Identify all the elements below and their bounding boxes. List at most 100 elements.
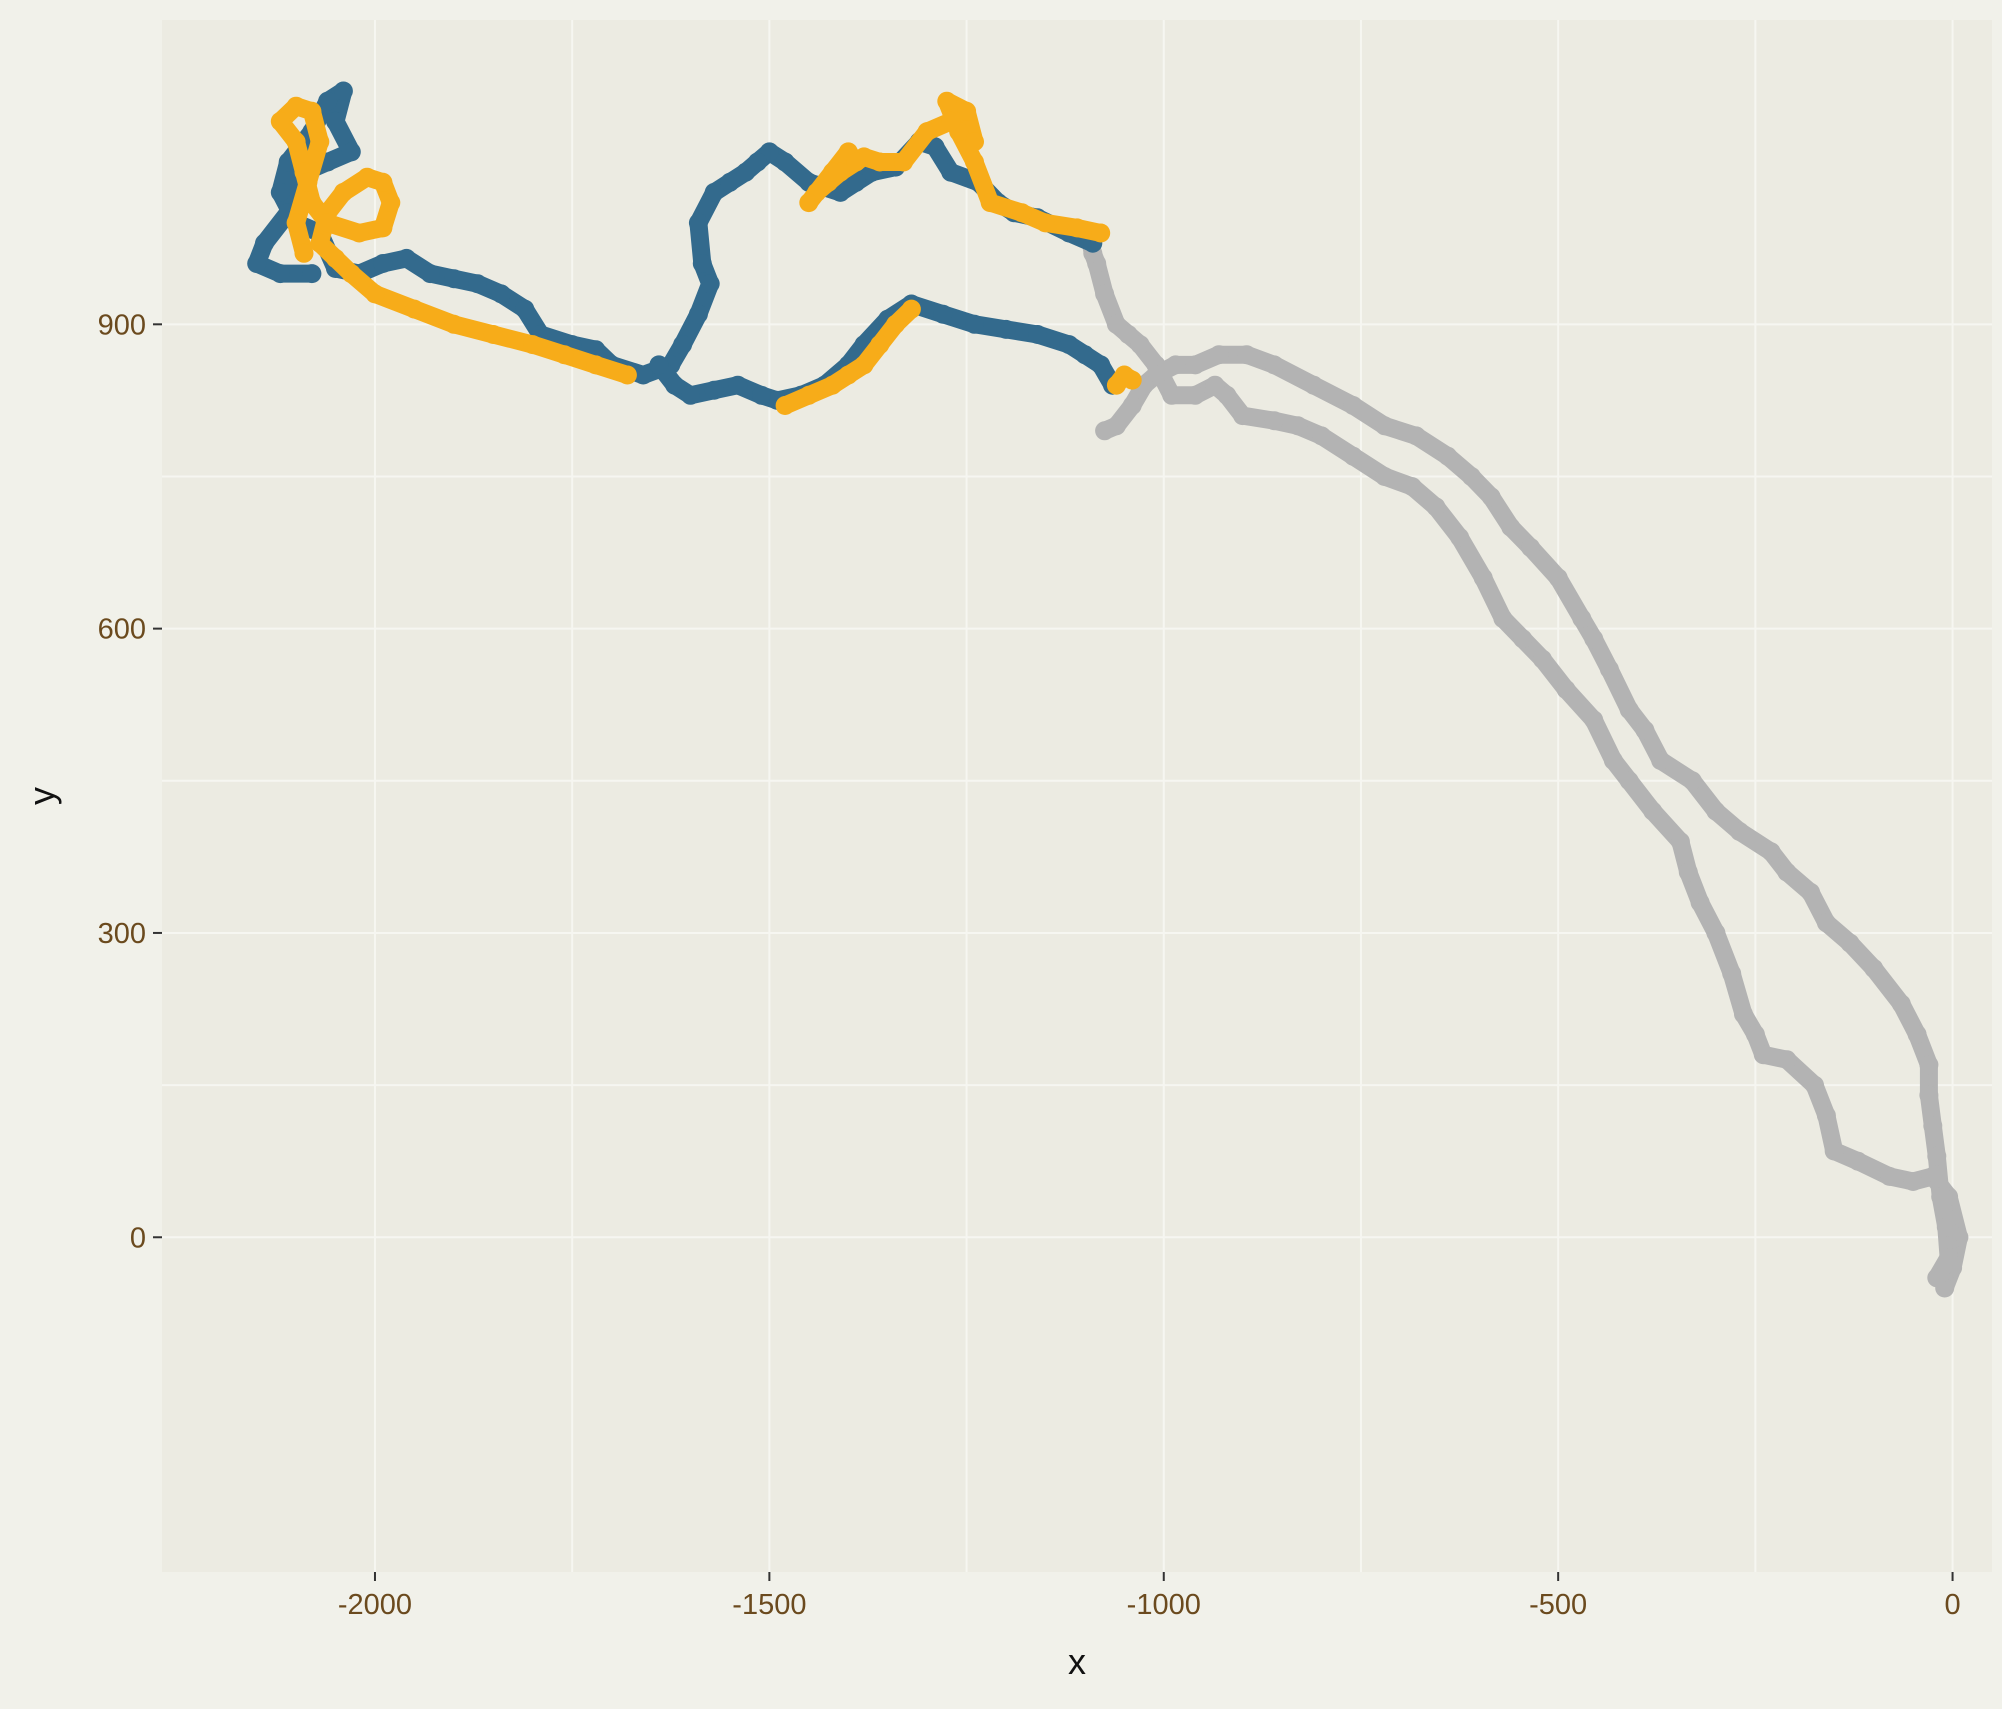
data-point (886, 314, 906, 334)
data-point (1091, 355, 1111, 375)
data-point (1670, 832, 1690, 852)
y-axis: 0 300 600 900 (98, 309, 162, 1254)
data-point (1091, 223, 1111, 243)
data-point (823, 375, 842, 395)
data-point (965, 132, 984, 152)
data-point (373, 218, 393, 238)
data-point (704, 380, 724, 400)
data-point (1722, 964, 1742, 983)
data-point (1840, 933, 1860, 953)
data-point (357, 167, 377, 187)
data-point (1166, 355, 1186, 375)
data-point (870, 152, 890, 172)
data-point (1481, 487, 1501, 507)
data-point (799, 193, 819, 213)
data-point (1848, 1151, 1868, 1171)
data-point (1643, 801, 1663, 821)
y-tick-label: 0 (130, 1222, 146, 1254)
data-point (1406, 426, 1426, 446)
data-point (318, 91, 338, 111)
data-point (397, 248, 416, 268)
x-tick-label: 0 (1944, 1589, 1960, 1621)
data-point (404, 299, 424, 319)
data-point (1923, 1116, 1943, 1136)
data-point (1375, 467, 1395, 486)
data-point (333, 182, 353, 202)
data-point (692, 254, 712, 273)
data-point (1706, 923, 1726, 943)
data-point (1690, 893, 1710, 912)
data-point (1233, 406, 1253, 426)
data-point (1532, 649, 1552, 669)
data-point (870, 335, 890, 355)
data-point (286, 213, 306, 233)
y-tick-label: 300 (98, 918, 146, 950)
data-point (1075, 345, 1095, 365)
data-point (941, 111, 961, 131)
data-point (341, 264, 361, 284)
data-point (444, 269, 464, 289)
data-point (373, 254, 393, 273)
data-point (318, 213, 338, 233)
data-point (996, 319, 1016, 339)
data-point (1162, 385, 1182, 405)
data-point (917, 122, 937, 142)
data-point (901, 299, 921, 319)
data-point (1493, 609, 1513, 628)
data-point (1122, 396, 1142, 415)
data-point (665, 375, 685, 395)
data-point (255, 233, 274, 253)
data-point (688, 213, 708, 233)
data-point (1635, 720, 1655, 740)
data-point (1501, 517, 1521, 537)
data-point (1375, 416, 1395, 436)
data-point (775, 152, 795, 172)
data-point (286, 96, 306, 116)
data-point (941, 162, 961, 182)
data-point (1931, 1187, 1951, 1207)
data-point (381, 193, 401, 213)
data-point (633, 365, 653, 385)
data-point (965, 314, 984, 334)
data-point (349, 223, 369, 243)
data-point (728, 375, 748, 395)
data-point (1599, 659, 1619, 679)
data-point (1927, 1268, 1947, 1288)
data-point (310, 132, 330, 152)
data-layer (247, 81, 1969, 1298)
data-point (1521, 538, 1541, 557)
y-tick-label: 900 (98, 309, 146, 341)
data-point (1919, 1055, 1939, 1075)
data-point (1777, 1050, 1797, 1070)
data-point (483, 325, 503, 344)
x-axis-title: x (1068, 1641, 1086, 1682)
data-point (286, 132, 306, 152)
data-point (333, 81, 353, 101)
x-axis: -2000 -1500 -1000 -500 0 (338, 1572, 1961, 1621)
data-point (1927, 1146, 1947, 1166)
data-point (1651, 751, 1671, 770)
y-tick-label: 600 (98, 614, 146, 646)
data-point (957, 101, 977, 121)
data-point (1343, 446, 1363, 466)
data-point (980, 193, 1000, 213)
data-point (1706, 801, 1726, 821)
data-point (1619, 700, 1639, 720)
data-point (1907, 1024, 1927, 1044)
data-point (649, 355, 669, 375)
data-point (1603, 751, 1623, 770)
data-point (1012, 203, 1032, 223)
data-point (1028, 325, 1048, 344)
data-point (1402, 477, 1422, 497)
data-point (1777, 862, 1797, 882)
data-point (1288, 416, 1308, 436)
data-point (1548, 568, 1568, 588)
data-point (247, 254, 267, 273)
data-point (700, 274, 720, 294)
data-point (736, 162, 756, 182)
data-point (468, 274, 487, 294)
data-point (1513, 629, 1533, 649)
data-point (1304, 375, 1324, 395)
data-point (1801, 882, 1821, 902)
y-axis-title: y (21, 787, 62, 805)
